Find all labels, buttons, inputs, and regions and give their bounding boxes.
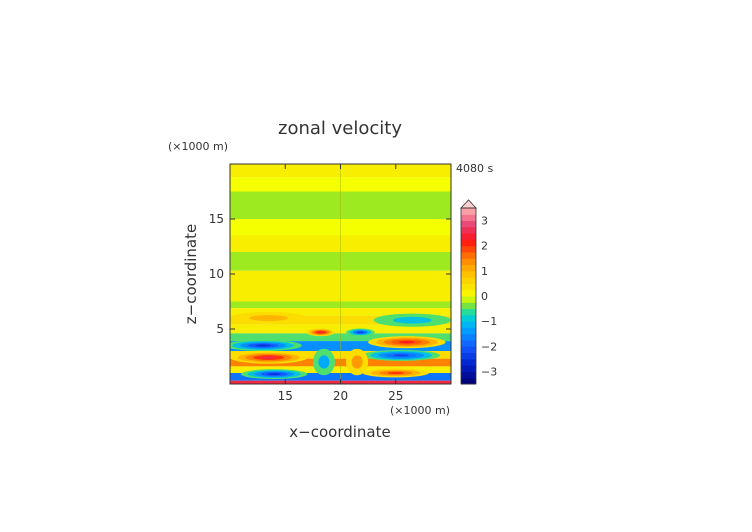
- colorbar-swatch: [461, 264, 476, 272]
- y-tick-label: 10: [209, 267, 224, 281]
- colorbar-swatch: [461, 220, 476, 228]
- colorbar-tick-label: 0: [481, 290, 488, 303]
- colorbar-swatch: [461, 302, 476, 310]
- colorbar-swatch: [461, 333, 476, 341]
- colorbar-swatch: [461, 321, 476, 328]
- colorbar-swatch: [461, 340, 476, 347]
- colorbar-swatch: [461, 283, 476, 291]
- contour-feature: [249, 314, 289, 322]
- time-label: 4080 s: [456, 162, 493, 175]
- colorbar-swatch: [461, 208, 476, 215]
- colorbar-tick-label: 3: [481, 215, 488, 228]
- contour-feature: [317, 331, 324, 334]
- colorbar-swatch: [461, 358, 476, 366]
- colorbar-swatch: [461, 308, 476, 316]
- colorbar-tick-label: −1: [481, 315, 497, 328]
- colorbar-swatch: [461, 296, 476, 303]
- colorbar: 3 2 1 0 −1 −2 −3: [460, 199, 497, 385]
- y-tick-label: 15: [209, 212, 224, 226]
- colorbar-swatch: [461, 252, 476, 259]
- colorbar-swatch: [461, 346, 476, 354]
- y-tick-label: 5: [216, 322, 224, 336]
- colorbar-swatch: [461, 377, 476, 385]
- colorbar-tick-label: −2: [481, 340, 497, 353]
- colorbar-swatch: [461, 258, 476, 266]
- colorbar-swatch: [461, 327, 476, 335]
- colorbar-tick-label: 2: [481, 240, 488, 253]
- x-axis: 15 20 25: [278, 164, 403, 403]
- colorbar-swatch: [461, 270, 476, 278]
- chart-title: zonal velocity: [278, 118, 402, 139]
- contour-feature: [356, 331, 364, 334]
- colorbar-swatch: [461, 371, 476, 379]
- x-tick-label: 15: [278, 389, 293, 403]
- contour-field: [230, 164, 451, 384]
- colorbar-swatch: [461, 289, 476, 297]
- colorbar-swatch: [461, 277, 476, 284]
- colorbar-swatch: [461, 239, 476, 247]
- contour-feature: [255, 344, 271, 347]
- colorbar-swatch: [461, 352, 476, 360]
- y-axis-unit: (×1000 m): [168, 140, 228, 153]
- contour-feature: [399, 340, 415, 344]
- contour-feature: [387, 371, 405, 375]
- colorbar-swatch: [461, 314, 476, 322]
- colorbar-swatch: [461, 226, 476, 234]
- colorbar-frame: [460, 207, 477, 385]
- colorbar-tick-label: 1: [481, 265, 488, 278]
- colorbar-swatch: [461, 214, 476, 222]
- y-axis: 5 10 15: [209, 212, 451, 336]
- colorbar-swatch: [461, 233, 476, 240]
- x-tick-label: 20: [333, 389, 348, 403]
- y-axis-label: z−coordinate: [182, 224, 200, 324]
- x-axis-unit: (×1000 m): [390, 404, 450, 417]
- contour-feature: [351, 355, 363, 369]
- x-axis-label: x−coordinate: [289, 423, 390, 441]
- contour-feature: [267, 373, 281, 376]
- contour-feature: [393, 354, 410, 357]
- colorbar-tick-label: −3: [481, 365, 497, 378]
- contour-feature: [318, 355, 330, 369]
- colorbar-swatch: [461, 365, 476, 372]
- contour-feature: [260, 356, 277, 359]
- colorbar-swatch: [461, 245, 476, 253]
- contour-feature: [392, 316, 432, 324]
- x-tick-label: 25: [388, 389, 403, 403]
